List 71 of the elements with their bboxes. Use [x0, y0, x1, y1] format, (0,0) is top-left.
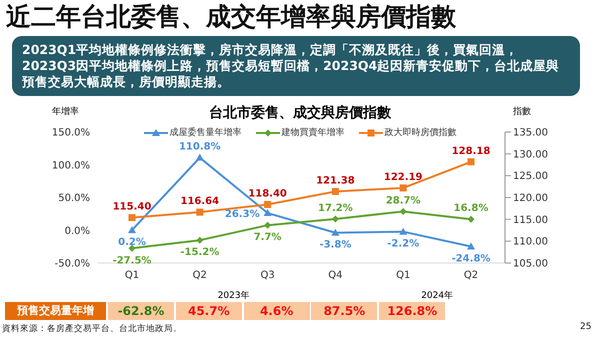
chart-title: 近二年台北委售、成交年增率與房價指數 — [6, 1, 456, 33]
chart-subtitle: 台北市委售、成交與房價指數 — [209, 105, 391, 121]
data-label: 17.2% — [318, 202, 353, 214]
y2-tick-label: 130.00 — [513, 149, 548, 160]
point — [332, 215, 339, 222]
data-label: 115.40 — [112, 202, 152, 213]
point — [468, 158, 474, 166]
data-label: 118.40 — [248, 188, 287, 200]
point — [467, 242, 475, 250]
text: 45.7% — [176, 302, 242, 320]
data-label: -3.8% — [319, 240, 352, 251]
text: 126.8% — [379, 302, 446, 320]
point — [264, 209, 272, 216]
point — [128, 226, 136, 234]
data-label: -27.5% — [112, 255, 152, 266]
point — [468, 216, 474, 223]
point — [400, 208, 407, 215]
y-tick-label: 150.0% — [52, 128, 90, 139]
x-tick-label: Q1 — [396, 270, 410, 282]
y2-tick-label: 135.00 — [513, 128, 548, 139]
text: 2023年 — [216, 290, 251, 302]
legend-label: 成屋委售量年增率 — [170, 126, 242, 139]
data-label: 122.19 — [384, 172, 423, 183]
data-label: 7.7% — [254, 232, 282, 244]
y2-tick-label: 120.00 — [513, 193, 548, 204]
y-tick-label: -50.0% — [54, 258, 90, 270]
y-axis-title: 年增率 — [52, 106, 79, 118]
y-tick-label: 100.0% — [52, 160, 90, 172]
y2-tick-label: 110.00 — [513, 236, 548, 248]
text: 4.6% — [244, 302, 310, 320]
text: -62.8% — [108, 302, 174, 320]
legend-label: 建物買賣年增率 — [282, 126, 344, 139]
x-tick-label: Q1 — [124, 270, 140, 282]
data-label: 116.64 — [180, 196, 220, 208]
y-tick-label: 0.0% — [64, 226, 90, 237]
point — [196, 236, 204, 244]
point — [196, 154, 204, 161]
y2-tick-label: 125.00 — [513, 171, 548, 182]
x-tick-label: Q3 — [260, 270, 275, 282]
data-label: 16.8% — [454, 203, 488, 214]
source-note: 資料來源：各房產交易平台、台北市地政局。 — [2, 323, 182, 335]
x-tick-label: Q4 — [328, 270, 343, 282]
data-label: 26.3% — [224, 209, 260, 220]
text: 2023Q1平均地權條例修法衝擊，房市交易降溫，定調「不溯及既往」後，買氣回溫，2023Q3因平均地權條例上路，預售交易短暫回檔，2023Q4起因新青安促動下，台北成屋與預售交易大幅成長，房價明顯走揚。 — [12, 36, 580, 96]
data-label: -15.2% — [180, 247, 220, 258]
data-label: -2.2% — [387, 238, 420, 250]
point — [264, 200, 272, 208]
x-tick-label: Q2 — [464, 270, 478, 282]
text: 預售交易量年增 — [5, 302, 106, 320]
point — [196, 208, 204, 216]
legend-label: 政大即時房價指數 — [384, 126, 456, 139]
data-label: 28.7% — [386, 195, 421, 206]
y-tick-label: 50.0% — [58, 193, 90, 204]
text: 2024年 — [420, 290, 454, 302]
data-label: -24.8% — [452, 253, 490, 264]
text: 87.5% — [311, 302, 378, 320]
y2-axis-title: 指數 — [513, 106, 531, 118]
point — [331, 228, 340, 236]
point — [399, 228, 408, 235]
y2-tick-label: 105.00 — [513, 258, 548, 270]
data-label: 128.18 — [452, 146, 490, 157]
data-label: 121.38 — [316, 175, 355, 186]
point — [264, 222, 272, 229]
point — [400, 184, 407, 192]
data-label: 0.2% — [118, 237, 146, 248]
text: 25 — [580, 322, 592, 332]
point — [332, 188, 339, 195]
point — [128, 214, 136, 222]
data-label: 110.8% — [178, 142, 221, 153]
y2-tick-label: 115.00 — [513, 214, 548, 226]
x-tick-label: Q2 — [192, 270, 207, 282]
